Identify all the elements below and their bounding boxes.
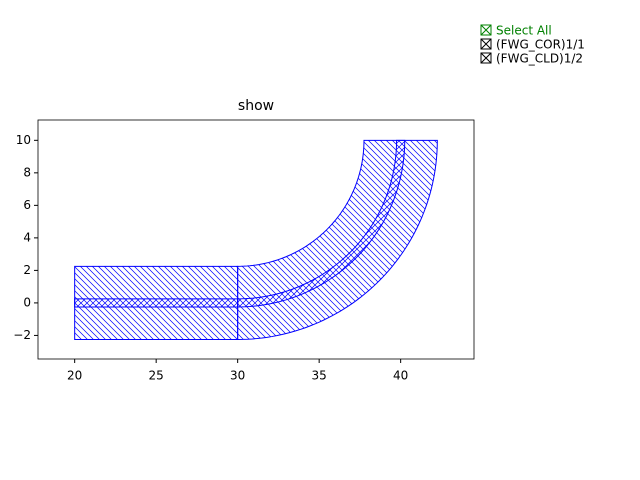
checkbox [480, 52, 492, 64]
legend-label: (FWG_COR)1/1 [496, 38, 585, 52]
x-tick-label: 40 [393, 369, 408, 383]
y-tick-label: −2 [13, 328, 31, 342]
polygon [74, 265, 239, 340]
y-tick-label: 8 [23, 165, 31, 179]
x-tick-label: 25 [149, 369, 164, 383]
check-mark [480, 52, 492, 64]
x-tick-label: 30 [230, 369, 245, 383]
check-mark [480, 24, 492, 36]
y-tick-label: 0 [23, 295, 31, 309]
polygon [237, 139, 438, 340]
layer-checkbox[interactable]: (FWG_COR)1/1 [480, 38, 585, 52]
x-tick-label: 35 [312, 369, 327, 383]
checkbox [480, 38, 492, 50]
checkbox-label: Select All [496, 24, 552, 38]
x-tick-label: 20 [67, 369, 82, 383]
y-tick-label: 4 [23, 230, 31, 244]
y-tick-label: 6 [23, 198, 31, 212]
y-tick-label: 10 [16, 133, 31, 147]
select-all-checkbox[interactable]: Select All [480, 24, 552, 38]
check-mark [480, 38, 492, 50]
checkbox [480, 24, 492, 36]
y-tick-label: 2 [23, 263, 31, 277]
legend-label: (FWG_CLD)1/2 [496, 52, 583, 66]
layer-checkbox[interactable]: (FWG_CLD)1/2 [480, 52, 583, 66]
chart-title: show [238, 98, 274, 114]
axes-frame [37, 119, 475, 360]
